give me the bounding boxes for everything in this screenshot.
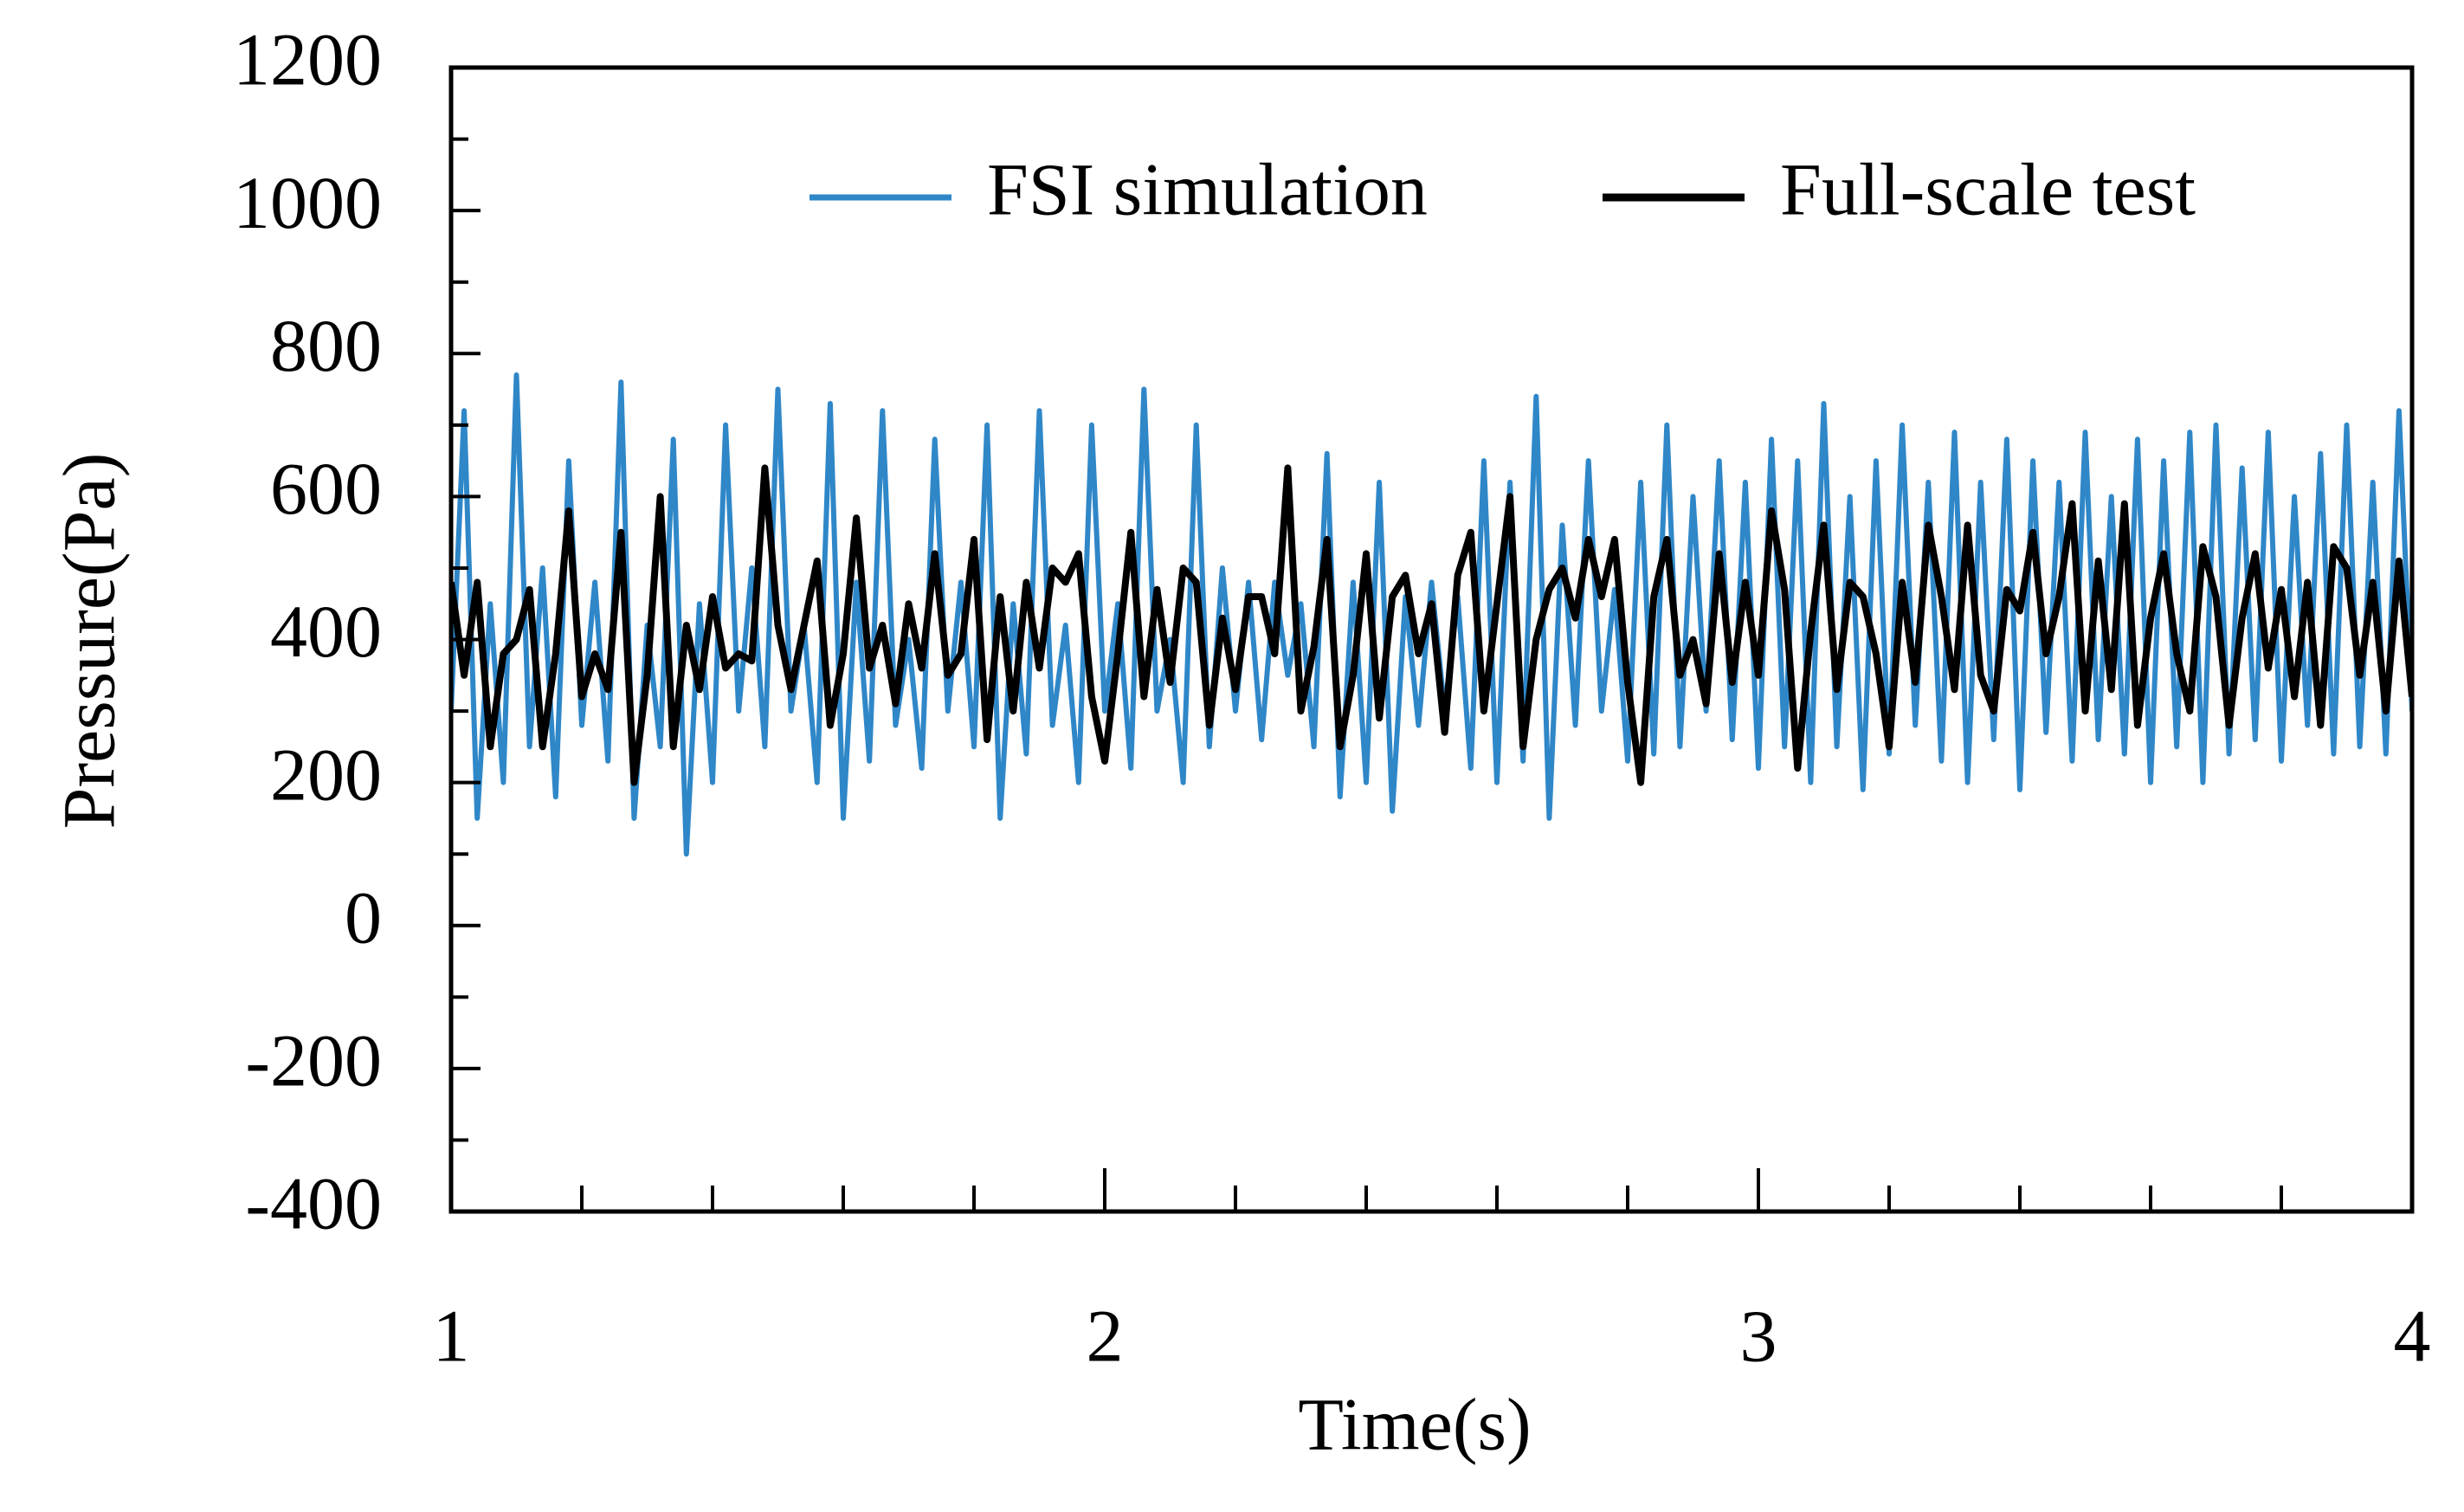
x-axis-label: Time(s)	[1298, 1383, 1531, 1466]
y-tick-label: 200	[270, 733, 382, 816]
y-tick-label: 1000	[233, 161, 382, 244]
y-tick-label: 600	[270, 447, 382, 530]
legend-label: FSI simulation	[987, 148, 1428, 231]
x-tick-label: 3	[1740, 1295, 1777, 1378]
y-tick-label: -400	[245, 1162, 382, 1245]
y-tick-label: 1200	[233, 18, 382, 101]
series-line	[451, 464, 2412, 786]
x-tick-label: 4	[2394, 1295, 2431, 1378]
y-tick-label: 800	[270, 304, 382, 387]
y-tick-label: -200	[245, 1019, 382, 1102]
y-tick-label: 400	[270, 590, 382, 673]
x-tick-label: 2	[1087, 1295, 1124, 1378]
series-line	[451, 372, 2412, 857]
y-axis-label: Pressure(Pa)	[48, 453, 131, 830]
x-tick-label: 1	[433, 1295, 470, 1378]
legend-label: Full-scale test	[1780, 148, 2196, 231]
y-tick-label: 0	[345, 876, 382, 959]
